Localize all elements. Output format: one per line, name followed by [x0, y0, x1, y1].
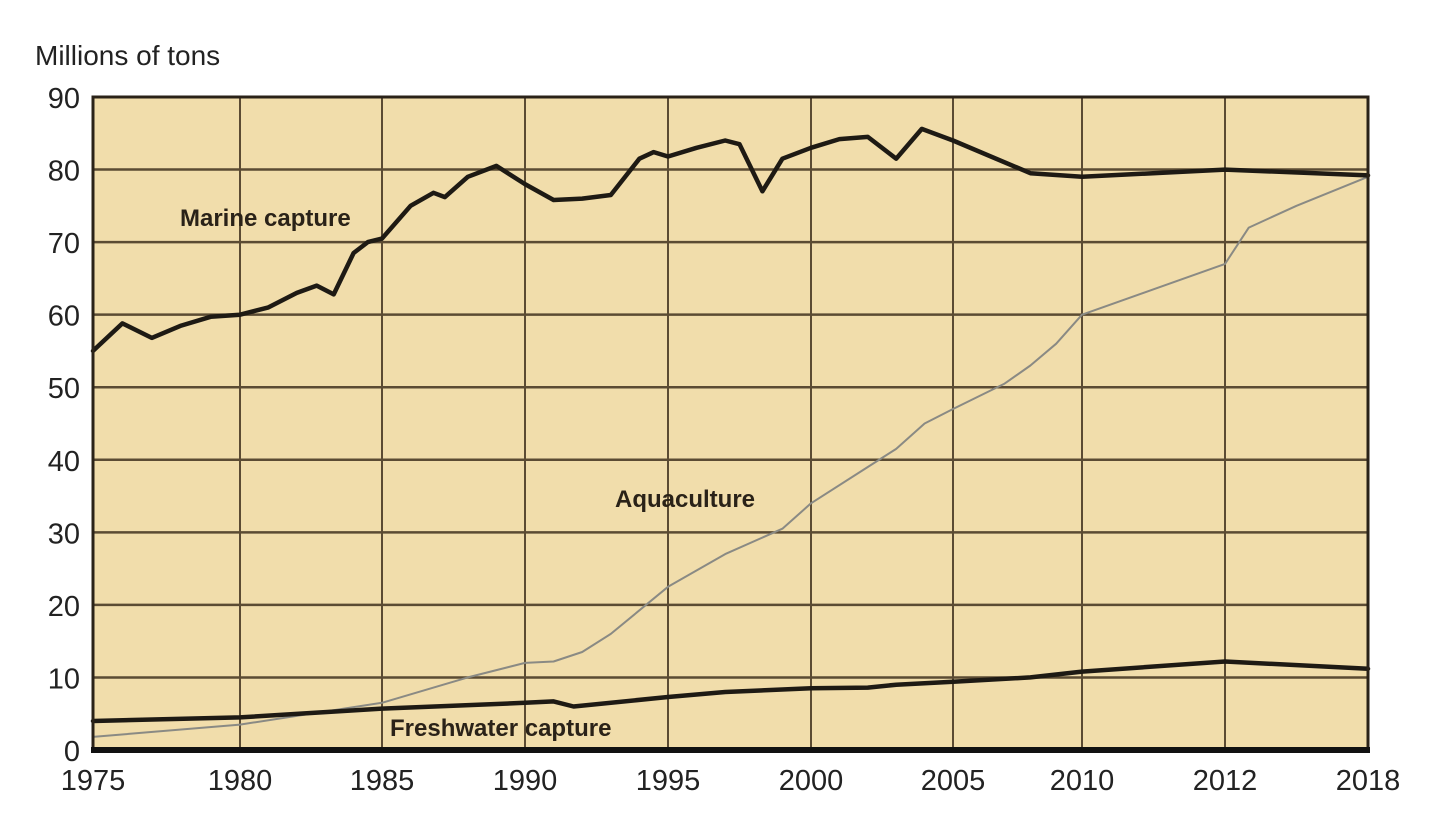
y-tick-label: 10 — [48, 663, 80, 695]
x-tick-label: 1975 — [61, 765, 126, 797]
x-tick-label: 2010 — [1050, 765, 1115, 797]
x-tick-label: 2000 — [779, 765, 844, 797]
x-tick-label: 1980 — [208, 765, 273, 797]
y-tick-label: 90 — [48, 83, 80, 115]
series-lines — [90, 126, 1371, 738]
series-label-marine-capture: Marine capture — [180, 205, 351, 232]
plot-area — [93, 97, 1368, 750]
y-axis-label: Millions of tons — [35, 40, 220, 71]
y-tick-label: 30 — [48, 518, 80, 550]
x-tick-label: 1995 — [636, 765, 701, 797]
y-tick-label: 60 — [48, 301, 80, 333]
series-line-marine-capture — [90, 126, 1371, 354]
y-tick-label: 20 — [48, 591, 80, 623]
x-tick-label: 2012 — [1193, 765, 1258, 797]
y-tick-label: 80 — [48, 156, 80, 188]
y-tick-label: 50 — [48, 373, 80, 405]
y-tick-label: 0 — [64, 736, 80, 768]
x-tick-labels: 1975 1980 1985 1990 1995 2000 2005 2010 2012 2018 — [61, 765, 1401, 797]
series-label-freshwater-capture: Freshwater capture — [390, 715, 611, 742]
x-tick-label: 1990 — [493, 765, 558, 797]
y-tick-labels: 0 10 20 30 40 50 60 70 80 90 — [48, 83, 80, 768]
x-tick-label: 2005 — [921, 765, 986, 797]
series-line-freshwater-capture — [90, 659, 1371, 724]
series-line-aquaculture — [92, 175, 1369, 738]
series-label-aquaculture: Aquaculture — [615, 486, 755, 513]
x-tick-label: 2018 — [1336, 765, 1401, 797]
y-tick-label: 70 — [48, 228, 80, 260]
x-tick-label: 1985 — [350, 765, 415, 797]
y-tick-label: 40 — [48, 446, 80, 478]
